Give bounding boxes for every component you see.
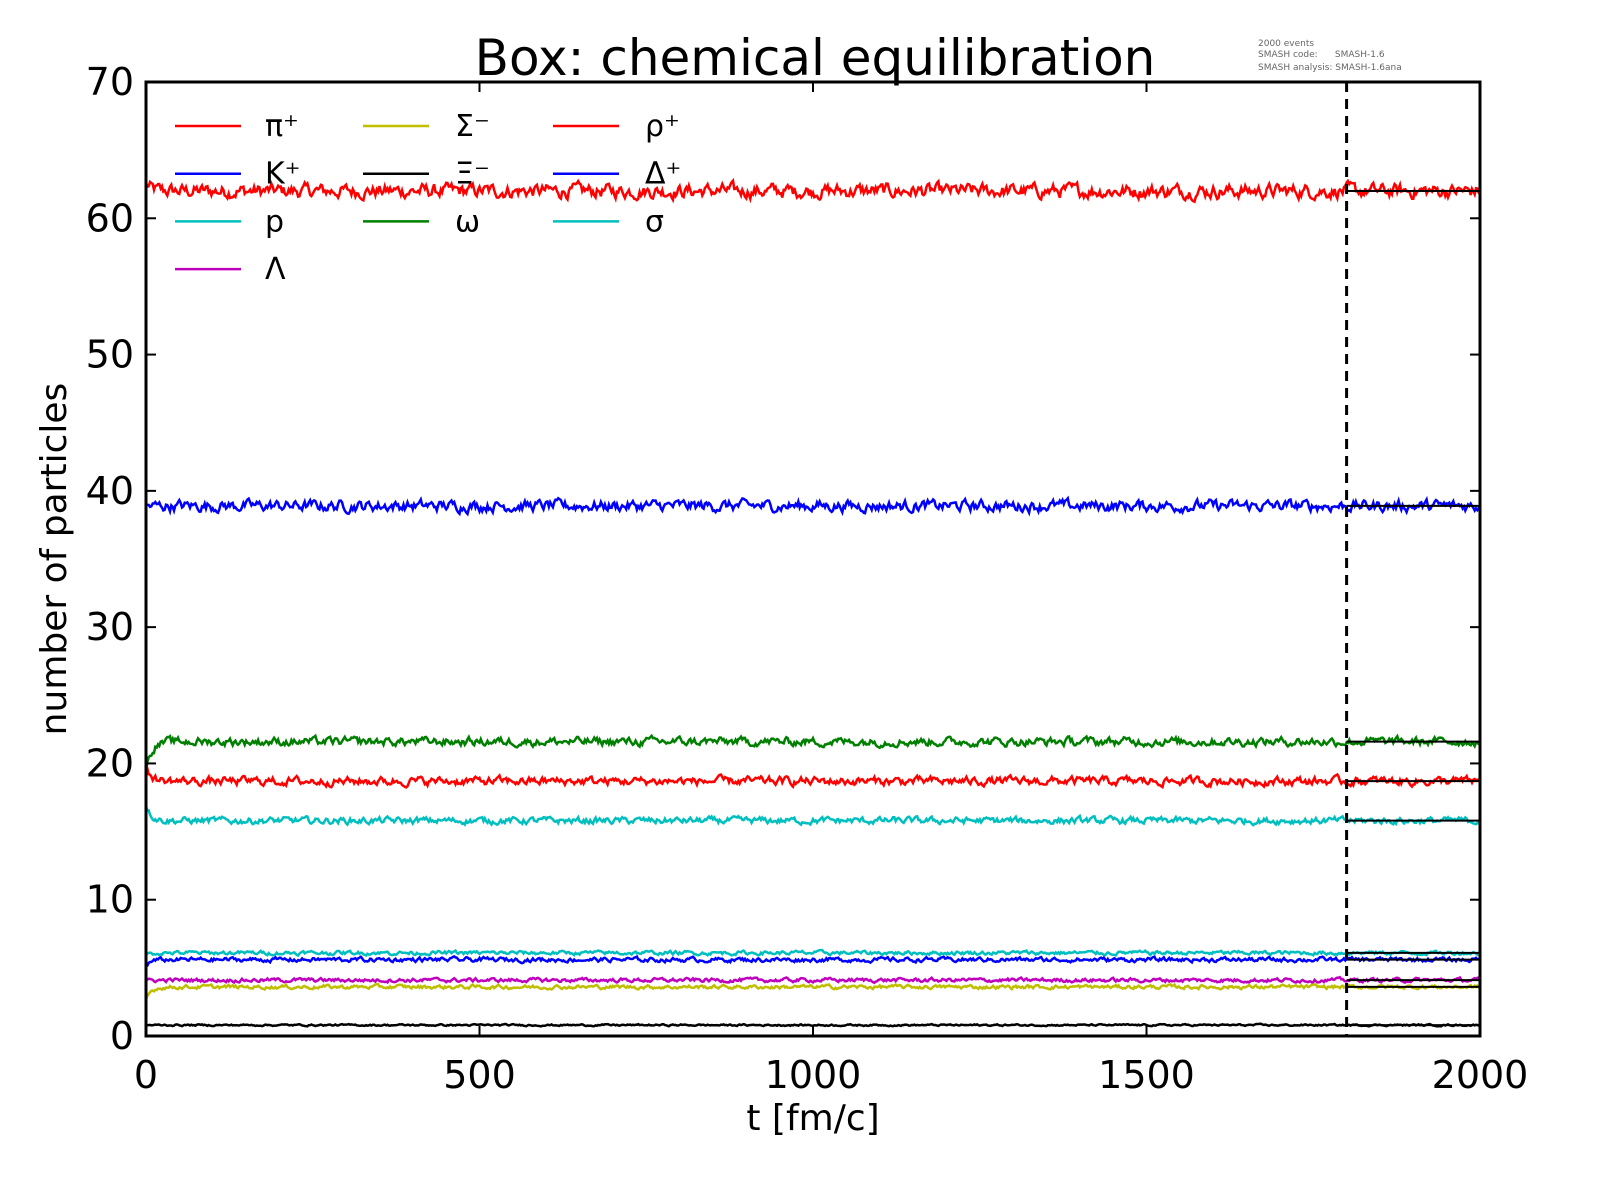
legend-label: ω	[455, 204, 480, 239]
x-tick-label: 1000	[765, 1053, 862, 1097]
x-axis-label: t [fm/c]	[746, 1098, 879, 1139]
legend-label: Σ⁻	[455, 109, 490, 144]
series-line-6	[144, 733, 1482, 772]
legend-label: p	[265, 204, 284, 239]
legend: π⁺ K⁺ pΛ Σ⁻ Ξ⁻ ω ρ⁺ Δ⁺ σ	[175, 109, 681, 287]
y-tick-label: 60	[86, 196, 134, 240]
legend-label: σ	[645, 204, 664, 239]
series-line-7	[144, 762, 1481, 790]
y-tick-label: 10	[86, 878, 134, 922]
y-tick-label: 40	[86, 469, 134, 513]
series-line-9	[144, 948, 1481, 958]
series-line-5	[145, 1022, 1481, 1028]
y-tick-label: 70	[86, 60, 134, 104]
legend-label: K⁺	[265, 157, 301, 192]
x-tick-label: 1500	[1098, 1053, 1195, 1097]
y-tick-label: 50	[86, 333, 134, 377]
plot-frame	[144, 80, 1482, 1038]
annotation-line: SMASH analysis: SMASH-1.6ana	[1258, 63, 1402, 73]
x-tick-label: 0	[134, 1053, 158, 1097]
legend-label: ρ⁺	[645, 109, 680, 144]
annotation-line: SMASH code: SMASH-1.6	[1258, 50, 1385, 60]
series-line-1	[145, 495, 1481, 517]
legend-label: Δ⁺	[645, 157, 681, 192]
x-tick-label: 500	[443, 1053, 516, 1097]
series-layer	[144, 177, 1482, 1028]
y-tick-label: 0	[110, 1014, 134, 1058]
y-axis-label: number of particles	[34, 383, 75, 736]
x-tick-label: 2000	[1432, 1053, 1529, 1097]
series-line-4	[144, 982, 1481, 999]
legend-label: π⁺	[265, 109, 299, 144]
annotation: 2000 events SMASH code: SMASH-1.6 SMASH …	[1258, 39, 1402, 73]
equilibrium-layer	[1346, 190, 1480, 1027]
axis-ticks: 0 500 1000 1500 2000 0 10 20 30 40 50 60 70	[86, 60, 1529, 1097]
annotation-line: 2000 events	[1258, 39, 1314, 49]
legend-label: Λ	[265, 252, 286, 287]
y-tick-label: 30	[86, 605, 134, 649]
series-line-0	[144, 177, 1481, 204]
series-line-8	[145, 954, 1481, 968]
legend-label: Ξ⁻	[455, 157, 490, 192]
chart-title: Box: chemical equilibration	[475, 29, 1156, 87]
series-line-2	[144, 805, 1480, 827]
series-line-3	[145, 975, 1481, 985]
y-tick-label: 20	[86, 741, 134, 785]
